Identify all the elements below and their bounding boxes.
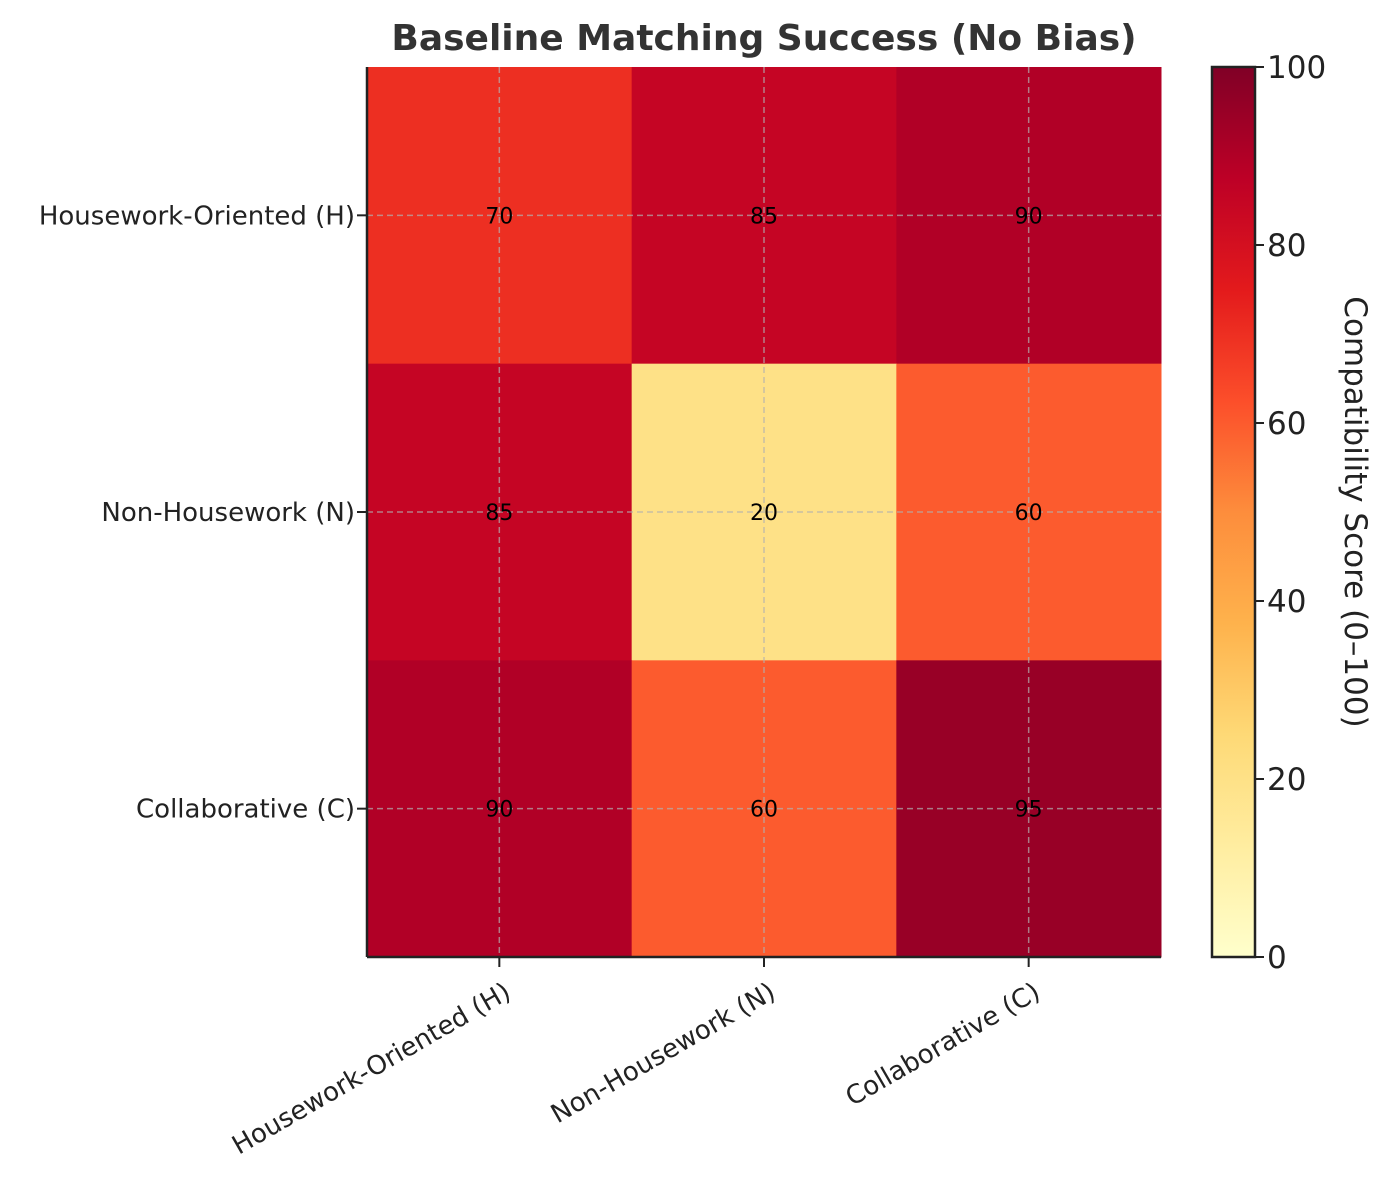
colorbar-tick-label: 20 [1267, 762, 1306, 798]
y-tick-label-non-housework-n: Non-Housework (N) [101, 498, 355, 528]
cell-value-label: 85 [485, 501, 513, 526]
grid-lines [367, 67, 1161, 957]
cell-value-label: 60 [1015, 501, 1043, 526]
axes [357, 67, 1161, 967]
y-tick-label-housework-oriented-h: Housework-Oriented (H) [39, 201, 355, 231]
cell-value-label: 95 [1015, 798, 1043, 823]
x-tick-label-housework-oriented-h: Housework-Oriented (H) [227, 977, 516, 1161]
cell-value-label: 60 [750, 798, 778, 823]
x-tick-label-non-housework-n: Non-Housework (N) [546, 977, 781, 1130]
x-tick-labels: Housework-Oriented (H) Non-Housework (N) C… [227, 977, 1045, 1161]
colorbar-ticks: 0 20 40 60 80 100 [1255, 50, 1326, 976]
colorbar-tick-label: 0 [1267, 940, 1287, 976]
colorbar-label: Compatibility Score (0–100) [1337, 296, 1373, 727]
cell-value-label: 85 [750, 204, 778, 229]
y-tick-labels: Housework-Oriented (H) Non-Housework (N) C… [39, 201, 355, 824]
y-tick-label-collaborative-c: Collaborative (C) [136, 795, 355, 825]
colorbar-tick-label: 80 [1267, 228, 1306, 264]
cell-value-label: 90 [1015, 204, 1043, 229]
cell-value-label: 70 [485, 204, 513, 229]
colorbar-tick-label: 100 [1267, 50, 1326, 86]
colorbar-tick-label: 40 [1267, 584, 1306, 620]
chart-title: Baseline Matching Success (No Bias) [391, 18, 1136, 59]
cell-value-labels: 70 85 90 85 20 60 90 60 95 [485, 204, 1042, 822]
cell-value-label: 20 [750, 501, 778, 526]
colorbar-tick-label: 60 [1267, 406, 1306, 442]
x-tick-label-collaborative-c: Collaborative (C) [841, 977, 1046, 1112]
cell-value-label: 90 [485, 798, 513, 823]
colorbar: 0 20 40 60 80 100 Compatibility Score (0–100) [1210, 50, 1373, 976]
colorbar-scale [1210, 65, 1257, 959]
